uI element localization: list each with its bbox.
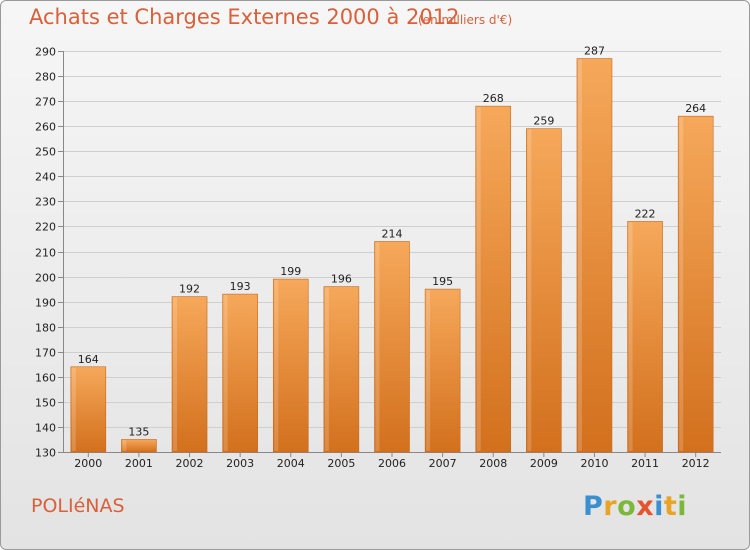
y-tick-label: 200 — [35, 272, 56, 285]
bar[interactable] — [222, 293, 258, 453]
x-tick-label: 2000 — [74, 457, 102, 470]
bar-highlight — [71, 367, 76, 451]
bar-highlight — [173, 297, 178, 451]
y-tick-label: 170 — [35, 347, 56, 360]
logo-letter: i — [654, 491, 664, 522]
x-tick-label: 2011 — [631, 457, 659, 470]
bar-highlight — [527, 129, 532, 451]
y-tick-label: 220 — [35, 221, 56, 234]
bar-highlight — [324, 287, 329, 451]
bar[interactable] — [374, 241, 410, 453]
bar[interactable] — [171, 296, 208, 453]
y-tick-label: 160 — [35, 372, 56, 385]
bar-highlight — [274, 280, 279, 451]
bar-value-label: 192 — [179, 283, 200, 296]
y-tick-label: 250 — [35, 146, 56, 159]
x-tick-label: 2007 — [429, 457, 457, 470]
logo-letter: t — [663, 491, 678, 522]
bar-highlight — [426, 290, 431, 451]
logo-letter: x — [636, 491, 655, 522]
bar-highlight — [375, 242, 380, 451]
x-tick-label: 2012 — [682, 457, 710, 470]
x-tick-label: 2005 — [327, 457, 355, 470]
y-tick-label: 150 — [35, 397, 56, 410]
bar-value-label: 199 — [280, 265, 301, 278]
bar-value-label: 287 — [584, 45, 605, 58]
bar-value-label: 259 — [533, 115, 554, 128]
bar-value-label: 195 — [432, 275, 453, 288]
y-tick-label: 280 — [35, 71, 56, 84]
bar[interactable] — [121, 439, 157, 453]
bar-value-label: 135 — [128, 425, 149, 438]
bar-highlight — [223, 295, 228, 451]
bar[interactable] — [70, 366, 107, 453]
bar-value-label: 214 — [382, 227, 403, 240]
bar[interactable] — [323, 286, 360, 453]
labels: 164 135 192 193 199 196 214 195 268 259 287 222 264 — [78, 45, 706, 439]
x-tick-label: 2004 — [277, 457, 305, 470]
x-tick-label: 2001 — [125, 457, 153, 470]
bar[interactable] — [627, 221, 663, 453]
bar[interactable] — [576, 58, 613, 453]
proxiti-logo[interactable]: Proxiti — [583, 491, 687, 522]
bar-value-label: 222 — [635, 207, 656, 220]
chart-subtitle: (en milliers d'€) — [418, 13, 513, 27]
logo-letter: o — [617, 491, 637, 522]
y-tick-label: 230 — [35, 196, 56, 209]
y-tick-label: 260 — [35, 121, 56, 134]
bar[interactable] — [424, 288, 461, 453]
y-tick-label: 130 — [35, 447, 56, 460]
y-tick-label: 240 — [35, 171, 56, 184]
bar-highlight — [679, 117, 684, 451]
y-tick-label: 190 — [35, 297, 56, 310]
y-tick-label: 210 — [35, 247, 56, 260]
bar[interactable] — [475, 105, 512, 453]
bar[interactable] — [677, 115, 714, 453]
logo-letter: P — [583, 491, 604, 522]
x-tick-label: 2002 — [176, 457, 204, 470]
axes: 130 140 150 160 170 180 190 200 210 220 230 240 250 2… — [35, 46, 721, 470]
bar-value-label: 164 — [78, 353, 99, 366]
logo-letter: r — [603, 491, 618, 522]
x-tick-label: 2003 — [226, 457, 254, 470]
bar-value-label: 196 — [331, 273, 352, 286]
bar-highlight — [476, 107, 481, 451]
bar-highlight — [628, 222, 633, 451]
bar-value-label: 193 — [230, 280, 251, 293]
y-tick-label: 140 — [35, 422, 56, 435]
commune-name: POLIéNAS — [31, 495, 125, 517]
bar[interactable] — [526, 128, 562, 453]
x-tick-label: 2010 — [580, 457, 608, 470]
bars — [70, 58, 714, 453]
bar-highlight — [122, 440, 127, 451]
bar-value-label: 268 — [483, 92, 504, 105]
chart-title: Achats et Charges Externes 2000 à 2012 — [29, 5, 460, 29]
logo-letter: i — [677, 491, 688, 522]
y-tick-label: 180 — [35, 322, 56, 335]
x-tick-label: 2006 — [378, 457, 406, 470]
x-tick-label: 2009 — [530, 457, 558, 470]
y-tick-label: 290 — [35, 46, 56, 59]
y-tick-label: 270 — [35, 96, 56, 109]
bar-value-label: 264 — [685, 102, 706, 115]
x-tick-label: 2008 — [479, 457, 507, 470]
bar[interactable] — [272, 278, 309, 453]
bar-highlight — [577, 59, 582, 452]
